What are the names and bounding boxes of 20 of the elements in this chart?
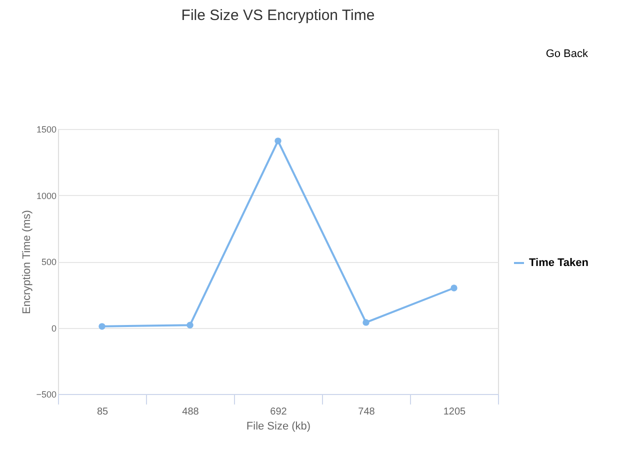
text: Go Back — [546, 48, 588, 60]
x-tick-label: 692 — [270, 406, 288, 418]
point — [98, 323, 106, 330]
y-axis-title: Encryption Time (ms) — [21, 210, 34, 314]
point — [450, 284, 458, 292]
point — [362, 319, 370, 326]
point — [186, 322, 194, 328]
y-tick-label: 500 — [41, 257, 56, 267]
x-tick-label: 748 — [358, 406, 376, 418]
x-tick-label: 85 — [96, 406, 108, 418]
x-tick-label: 1205 — [443, 406, 466, 418]
point — [274, 138, 282, 144]
legend-label: Time Taken — [529, 257, 589, 269]
x-tick-label: 488 — [182, 406, 200, 418]
y-tick-label: −500 — [36, 390, 56, 400]
chart-title: File Size VS Encryption Time — [181, 7, 375, 24]
x-axis-title: File Size (kb) — [246, 420, 311, 432]
y-tick-label: 1500 — [36, 124, 56, 134]
y-tick-label: 1000 — [36, 190, 56, 201]
y-tick-label: 0 — [51, 323, 56, 334]
